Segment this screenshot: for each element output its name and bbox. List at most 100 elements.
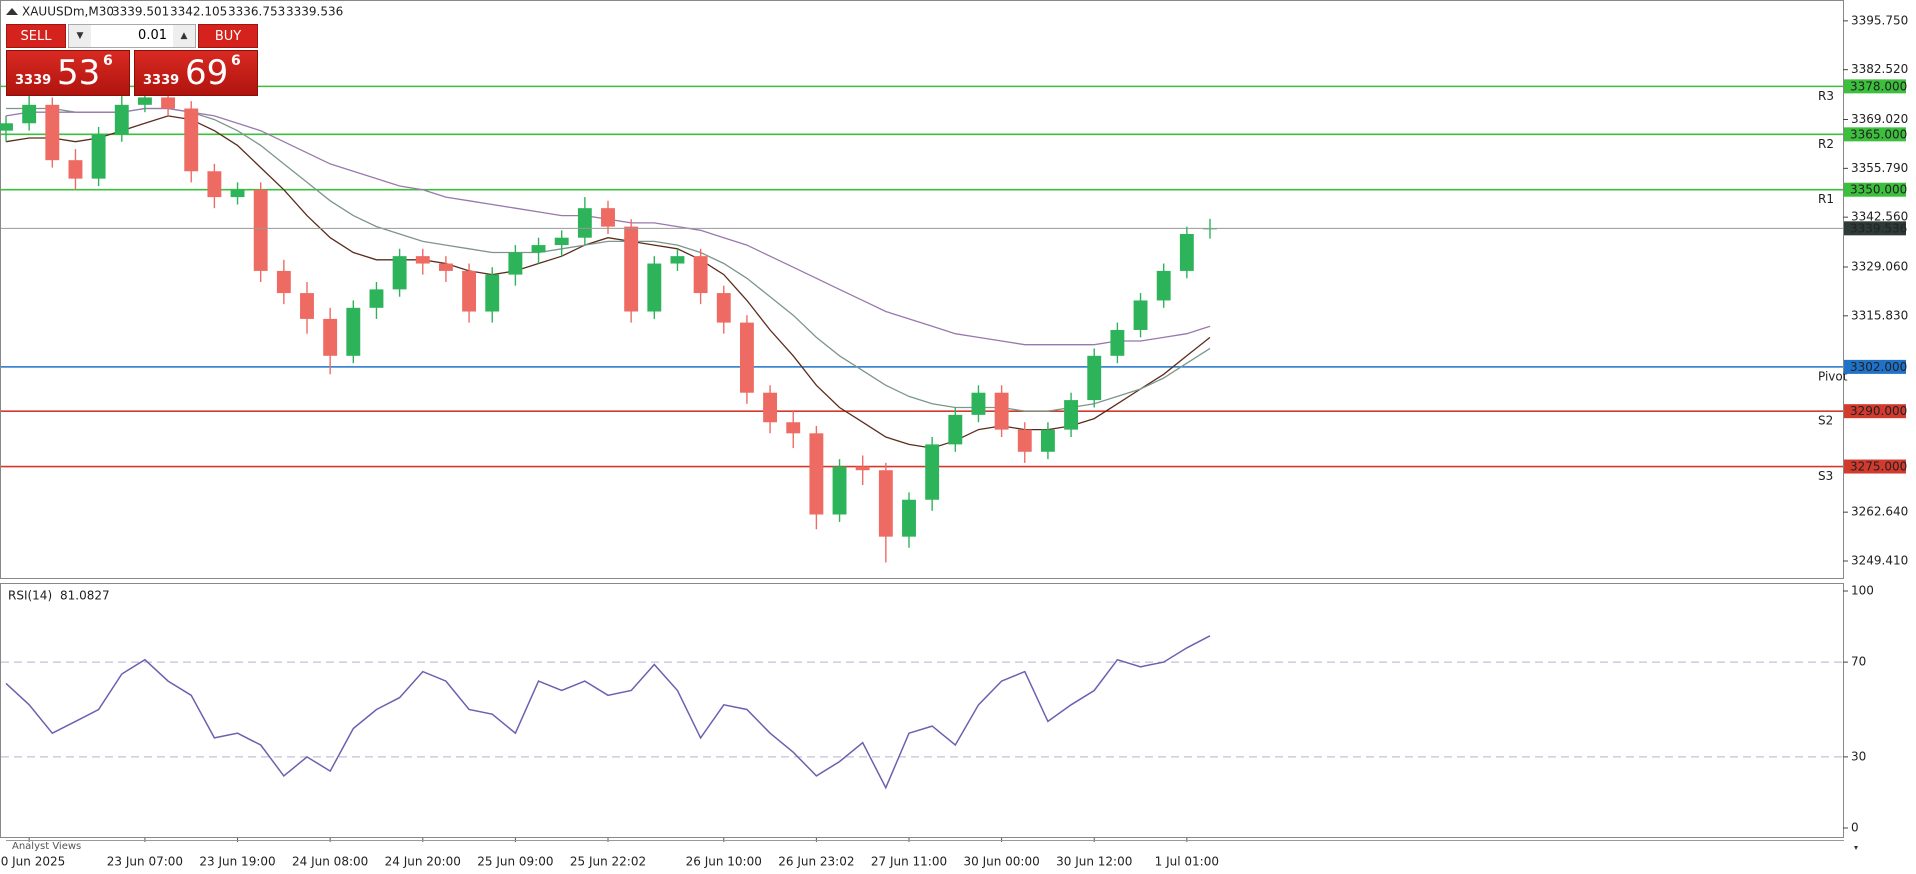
rsi-title: RSI(14) [8,589,52,603]
candle-body [0,123,13,131]
x-tick-label: 23 Jun 07:00 [107,855,183,869]
candle-body [716,293,731,323]
volume-input[interactable]: 0.01 [138,28,167,43]
level-tag [1844,459,1906,474]
collapse-icon[interactable] [6,8,18,15]
level-tag [1844,404,1906,419]
candle-body [392,256,407,290]
y-tick-label: 70 [1851,655,1866,669]
ohlc-low: 3336.753 [228,5,285,19]
level-name: R2 [1818,137,1834,151]
x-tick-label: 23 Jun 19:00 [199,855,275,869]
candle-body [369,289,384,308]
candle-body [1156,270,1171,301]
rsi-value: 81.0827 [60,589,110,603]
candle-body [855,466,870,471]
y-tick-label: 3369.020 [1851,112,1908,126]
candle-body [554,237,569,246]
candle-body [647,263,662,312]
candle-body [763,392,778,423]
y-tick-label: 3329.060 [1851,260,1908,274]
candle-body [323,318,338,356]
candle-body [300,293,314,319]
candle-body [45,104,60,161]
x-tick-label: 24 Jun 20:00 [385,855,461,869]
candle-body [230,189,245,198]
tab-strip: Analyst Views [6,840,1844,853]
symbol: XAUUSDm,M30 [22,5,114,19]
candle-body [994,392,1009,430]
candle-body [462,270,477,312]
y-tick-label: 3395.750 [1851,13,1908,27]
candle-body [438,263,453,271]
candle-body [531,245,546,253]
candle-body [1110,329,1125,356]
candle-body [577,208,592,238]
level-tag [1844,182,1906,197]
ohlc-open: 3339.501 [112,5,169,19]
candle-body [91,134,106,179]
x-tick-label: 25 Jun 09:00 [477,855,553,869]
candle-body [670,256,685,264]
level-tag-label: 3365.000 [1850,127,1907,141]
candle-body [276,270,291,294]
trade-panel: SELL ▼ 0.01 ▲ BUY 3339 53 6 3339 69 6 [6,24,258,96]
scroll-icon[interactable] [1854,846,1858,850]
x-tick-label: 24 Jun 08:00 [292,855,368,869]
y-tick-label: 3382.520 [1851,62,1908,76]
level-tag-label: 3275.000 [1850,460,1907,474]
candle-body [786,422,801,434]
x-tick-label: 20 Jun 2025 [0,855,65,869]
moving-average [5,115,1211,449]
rsi-line [5,635,1211,790]
bid-big: 53 [57,53,101,93]
level-tag [1844,359,1906,374]
level-tag-label: 3290.000 [1850,404,1907,418]
level-name: S2 [1818,414,1833,428]
y-tick-label: 30 [1851,749,1866,763]
ohlc-high: 3342.105 [170,5,227,19]
volume-down[interactable]: ▼ [69,25,91,47]
ask-base: 3339 [143,73,180,88]
level-tag-label: 3350.000 [1850,183,1907,197]
candle-body [948,414,963,445]
moving-average [6,107,1211,412]
candle-body [601,208,615,227]
buy-button[interactable]: BUY [198,24,258,48]
sell-button[interactable]: SELL [6,24,66,48]
volume-up[interactable]: ▲ [173,25,195,47]
candle-body [1087,355,1102,401]
candle-body [1040,429,1055,452]
level-name: Pivot [1818,369,1848,383]
x-tick-label: 30 Jun 12:00 [1056,855,1132,869]
candle-body [161,97,176,109]
x-tick-label: 26 Jun 23:02 [778,855,854,869]
candle-body [902,499,916,537]
candle-body [508,252,523,275]
candle-body [1179,234,1194,271]
candle-body [207,171,222,198]
price-pane [0,0,1844,579]
rsi-pane [0,583,1844,838]
candle-body [832,466,847,515]
level-tag [1844,79,1906,94]
ask-quote[interactable]: 3339 69 6 [134,50,258,96]
ask-pip: 6 [231,53,241,69]
level-tag-label: 3378.000 [1850,79,1907,93]
bid-quote[interactable]: 3339 53 6 [6,50,130,96]
candle-body [68,160,83,179]
level-tag [1844,127,1906,142]
candle-body [253,189,268,271]
y-tick-label: 3355.790 [1851,161,1908,175]
y-tick-label: 3342.560 [1851,210,1908,224]
price-tag [1844,221,1906,236]
level-name: S3 [1818,469,1833,483]
tab-analyst[interactable]: Analyst Views [12,841,82,852]
ask-big: 69 [185,53,229,93]
level-name: R3 [1818,89,1834,103]
x-tick-label: 30 Jun 00:00 [963,855,1039,869]
candle-body [1017,429,1032,452]
level-tag-label: 3302.000 [1850,360,1907,374]
